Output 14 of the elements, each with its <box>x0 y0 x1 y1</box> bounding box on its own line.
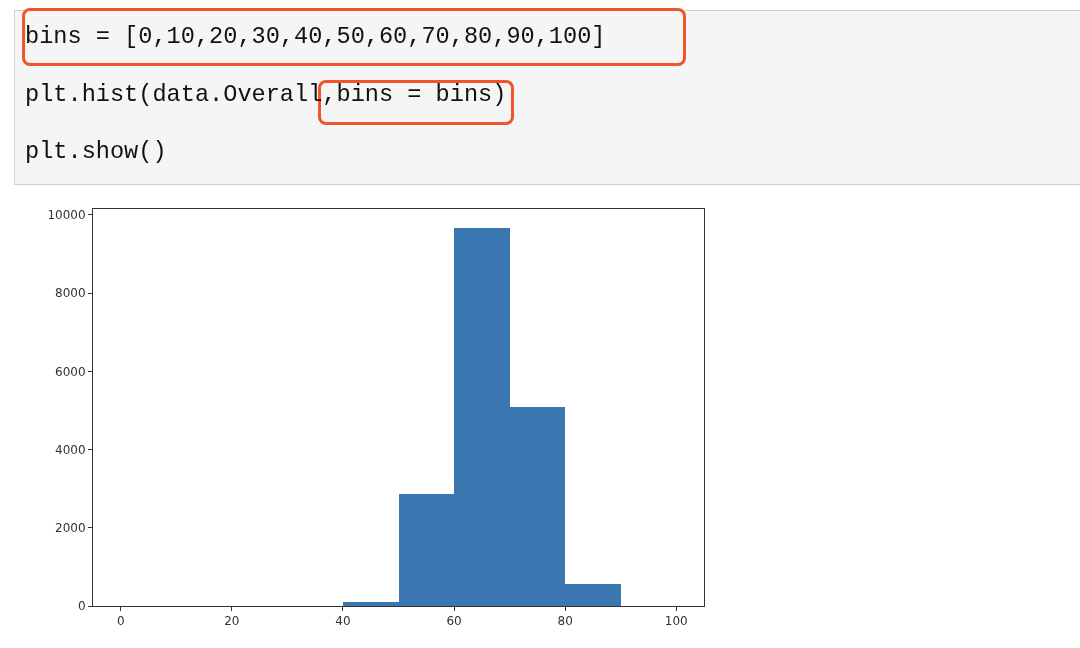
y-tick-label: 6000 <box>55 364 86 379</box>
x-tick-label: 60 <box>446 614 462 629</box>
text: plt.show() <box>25 138 167 165</box>
x-tick-label: 0 <box>116 614 125 629</box>
x-tick-label: 100 <box>664 614 688 629</box>
x-tick-label: 80 <box>557 614 573 629</box>
y-tick-label: 2000 <box>55 520 86 535</box>
y-tick-label: 10000 <box>47 208 86 223</box>
x-tick-label: 40 <box>335 614 351 629</box>
text: bins = [0,10,20,30,40,50,60,70,80,90,100] <box>25 23 606 50</box>
y-tick-label: 0 <box>77 599 86 614</box>
x-tick-label: 20 <box>224 614 240 629</box>
y-tick-label: 8000 <box>55 286 86 301</box>
y-tick-label: 4000 <box>55 442 86 457</box>
